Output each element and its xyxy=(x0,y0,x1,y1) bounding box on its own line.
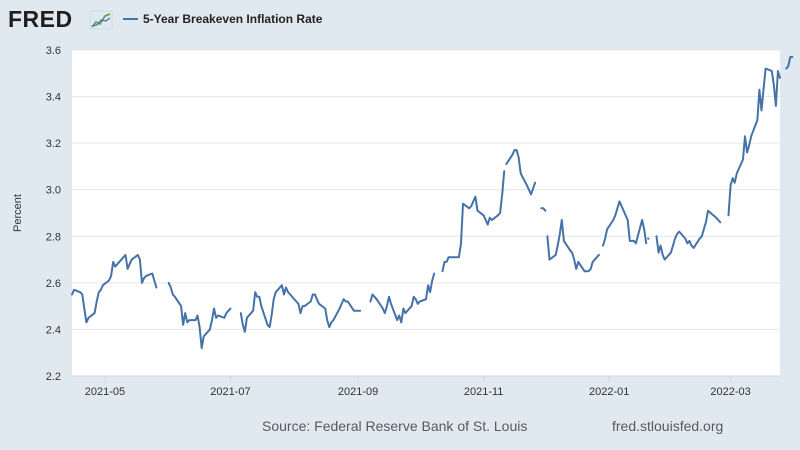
website-text[interactable]: fred.stlouisfed.org xyxy=(612,418,723,434)
series-line-segment xyxy=(167,281,232,350)
plot-area xyxy=(72,50,780,376)
series-line-segment xyxy=(540,207,547,212)
source-text: Source: Federal Reserve Bank of St. Loui… xyxy=(262,418,527,434)
y-tick-label: 2.4 xyxy=(46,324,61,336)
x-tick-label: 2021-07 xyxy=(210,386,250,398)
series-point xyxy=(647,237,650,240)
fred-logo-text: FRED xyxy=(8,6,73,32)
series-line-segment xyxy=(785,56,794,70)
y-tick-label: 3.2 xyxy=(46,138,61,150)
series-line-segment xyxy=(505,149,537,196)
legend: 5-Year Breakeven Inflation Rate xyxy=(123,12,323,26)
y-tick-label: 2.2 xyxy=(46,371,61,383)
series-line-segment xyxy=(239,284,362,333)
series-line-segment xyxy=(655,209,722,261)
y-axis-ticks: 2.2 2.4 2.6 2.8 3.0 3.2 3.4 3.6 xyxy=(46,45,61,383)
y-axis-label: Percent xyxy=(12,194,24,232)
x-axis-ticks: 2021-05 2021-07 2021-09 2021-11 2022-01 2022-… xyxy=(85,376,751,398)
legend-label: 5-Year Breakeven Inflation Rate xyxy=(143,12,323,26)
x-tick-label: 2021-09 xyxy=(338,386,378,398)
y-tick-label: 3.0 xyxy=(46,185,61,197)
x-tick-label: 2022-01 xyxy=(589,386,629,398)
x-tick-label: 2021-11 xyxy=(464,386,504,398)
y-tick-label: 3.4 xyxy=(46,92,61,104)
y-tick-label: 3.6 xyxy=(46,45,61,57)
series-line-segment xyxy=(546,219,600,273)
x-tick-label: 2021-05 xyxy=(85,386,125,398)
series-line xyxy=(71,56,794,350)
mini-chart-icon xyxy=(89,10,113,30)
y-tick-label: 2.8 xyxy=(46,231,61,243)
series-line-segment xyxy=(602,200,648,247)
x-tick-label: 2022-03 xyxy=(710,386,750,398)
series-line-segment xyxy=(369,272,436,324)
series-line-segment xyxy=(71,253,158,324)
series-line-segment xyxy=(441,170,506,273)
y-tick-label: 2.6 xyxy=(46,278,61,290)
fred-logo[interactable]: FRED xyxy=(8,6,113,32)
series-line-segment xyxy=(727,67,781,217)
